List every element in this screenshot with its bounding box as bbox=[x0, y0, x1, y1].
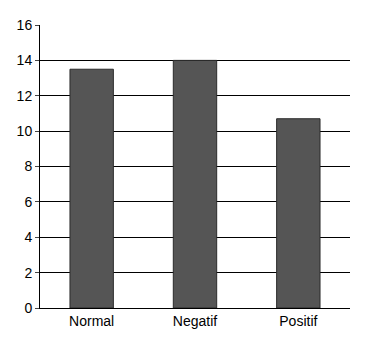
svg-text:Normal: Normal bbox=[69, 313, 114, 329]
svg-text:Negatif: Negatif bbox=[173, 313, 217, 329]
svg-text:10: 10 bbox=[17, 123, 33, 139]
svg-text:6: 6 bbox=[24, 194, 32, 210]
svg-text:12: 12 bbox=[17, 88, 33, 104]
svg-text:8: 8 bbox=[24, 158, 32, 174]
svg-text:Positif: Positif bbox=[279, 313, 317, 329]
svg-text:4: 4 bbox=[24, 229, 32, 245]
svg-text:0: 0 bbox=[24, 300, 32, 316]
svg-text:14: 14 bbox=[17, 52, 33, 68]
svg-text:16: 16 bbox=[17, 17, 33, 33]
svg-text:2: 2 bbox=[24, 265, 32, 281]
